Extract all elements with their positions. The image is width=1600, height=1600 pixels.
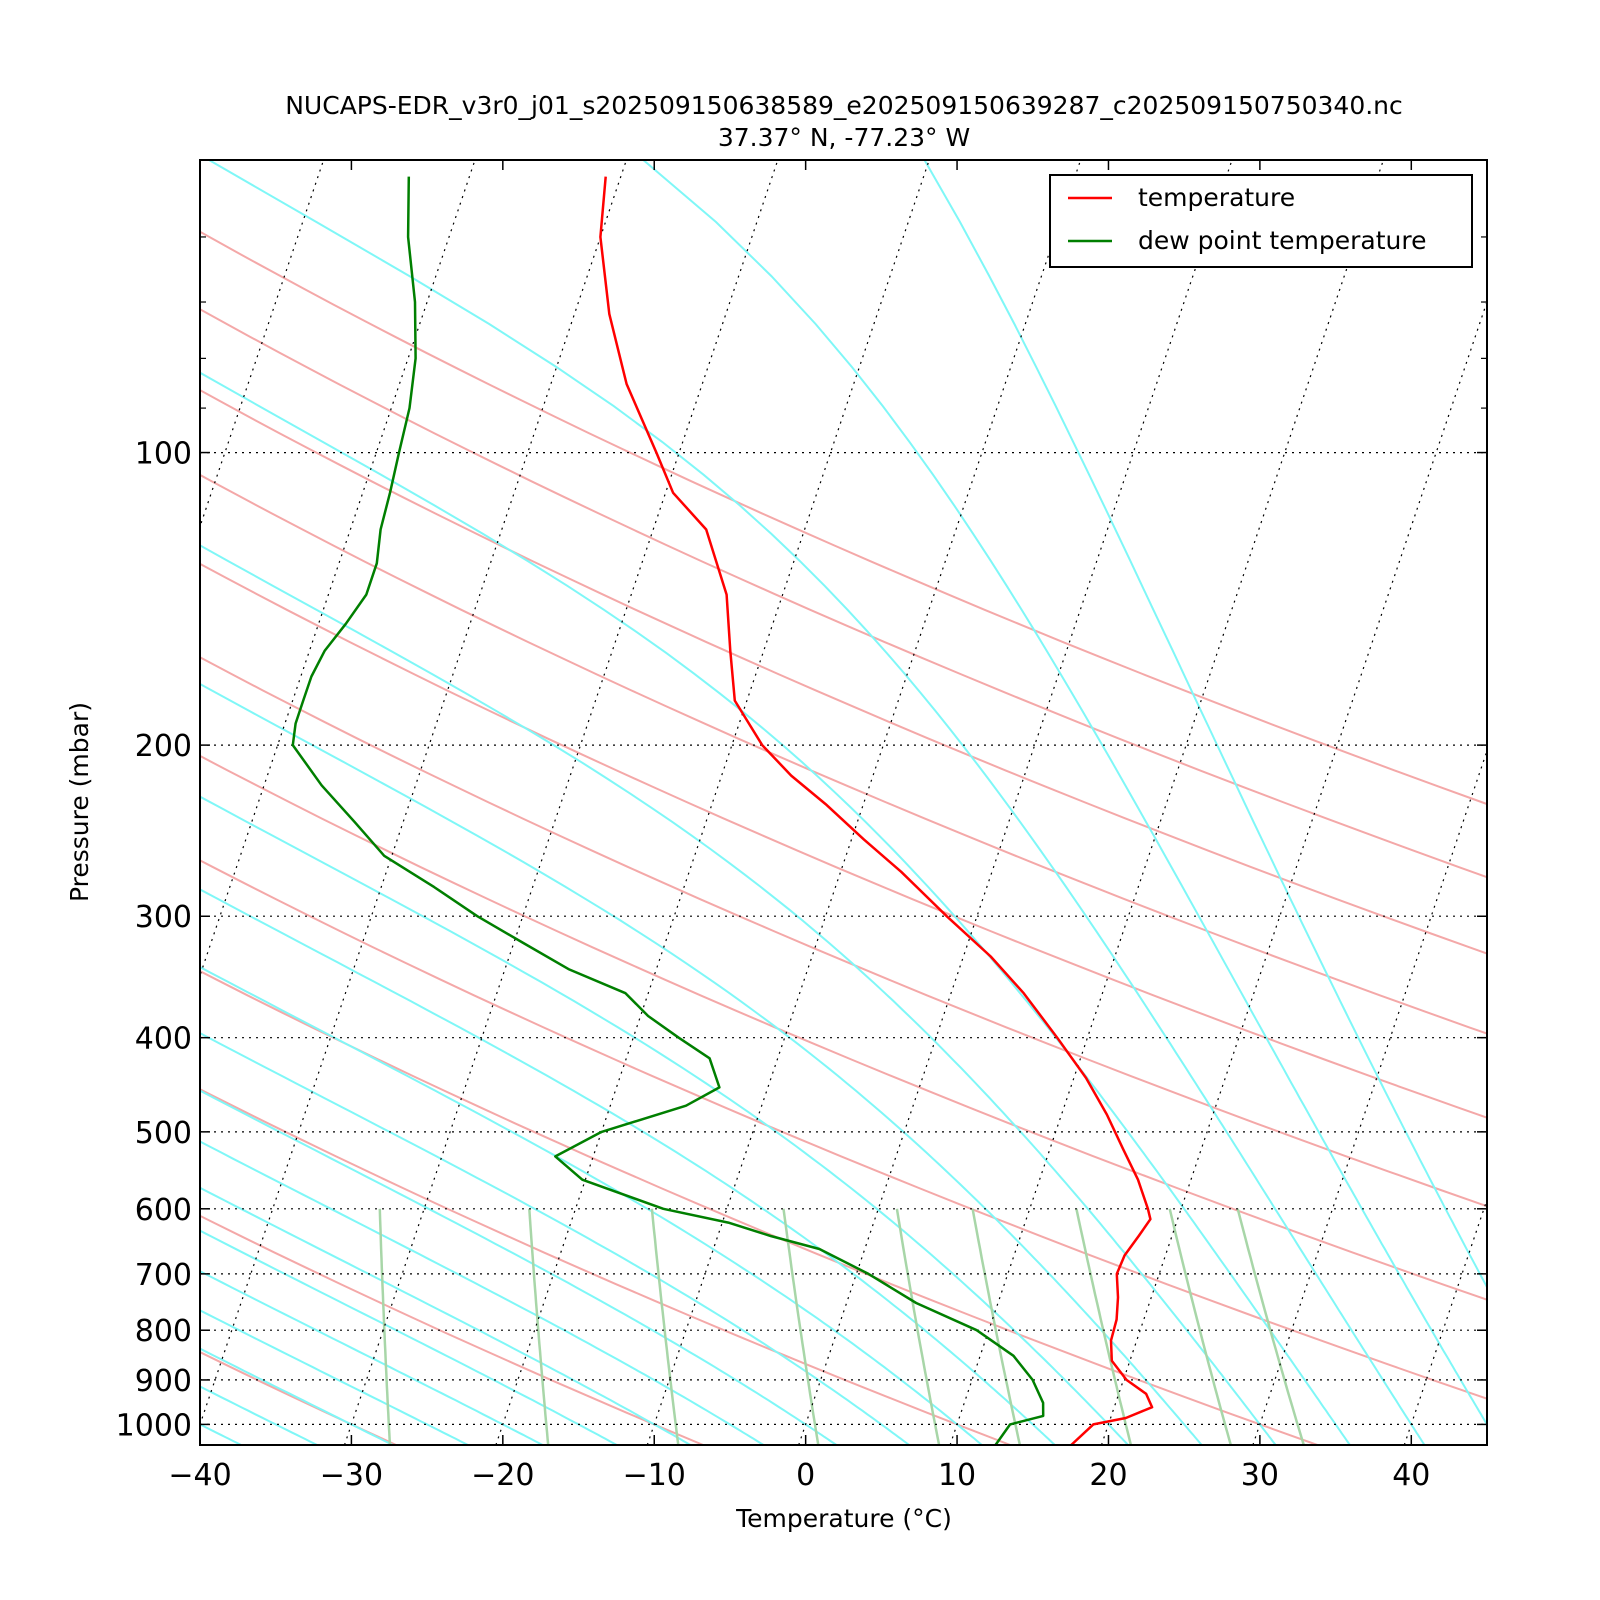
y-tick-label: 700 bbox=[135, 1258, 192, 1293]
y-axis-label: Pressure (mbar) bbox=[65, 702, 94, 902]
x-tick-label: 20 bbox=[1089, 1458, 1127, 1493]
x-tick-label: −10 bbox=[623, 1458, 686, 1493]
plot-area bbox=[200, 160, 1487, 1445]
x-tick-label: −40 bbox=[168, 1458, 231, 1493]
data-series bbox=[291, 176, 1154, 1445]
moist-adiabat-line bbox=[642, 160, 1487, 1427]
isotherm-line bbox=[0, 160, 21, 1445]
dry-adiabat-line bbox=[200, 859, 1487, 1400]
mixing-ratio-line bbox=[378, 1208, 392, 1445]
legend-box bbox=[1049, 174, 1473, 268]
x-tick-label: 30 bbox=[1241, 1458, 1279, 1493]
legend-label-temperature: temperature bbox=[1138, 183, 1295, 212]
mixing-ratio-line bbox=[1236, 1208, 1305, 1445]
moist-adiabat-line bbox=[200, 1140, 765, 1445]
x-axis-label: Temperature (°C) bbox=[735, 1504, 952, 1533]
dry-adiabat-line bbox=[200, 562, 1487, 1119]
dry-adiabat-line bbox=[200, 1214, 704, 1445]
mixing-ratio-line bbox=[1168, 1208, 1233, 1445]
moist-adiabat-line bbox=[923, 160, 1487, 1290]
y-tick-label: 300 bbox=[135, 900, 192, 935]
x-tick-label: −20 bbox=[471, 1458, 534, 1493]
x-tick-label: 40 bbox=[1392, 1458, 1430, 1493]
mixing-ratio-line bbox=[895, 1208, 941, 1445]
moist-adiabat-line bbox=[200, 795, 1129, 1445]
moist-adiabat-line bbox=[200, 1032, 910, 1445]
y-tick-label: 900 bbox=[135, 1364, 192, 1399]
mixing-ratio-line bbox=[782, 1208, 820, 1445]
dry-adiabat-line bbox=[200, 389, 1487, 955]
dry-adiabat-line bbox=[200, 230, 1487, 806]
plot-frame bbox=[199, 159, 1488, 1446]
isotherm-line bbox=[1556, 160, 1600, 1445]
moist-adiabat-line bbox=[200, 1270, 544, 1445]
y-tick-label: 100 bbox=[135, 437, 192, 472]
y-tick-label: 200 bbox=[135, 729, 192, 764]
moist-adiabat-line bbox=[200, 371, 1351, 1445]
mixing-ratio-line bbox=[528, 1208, 550, 1445]
y-tick-label: 1000 bbox=[116, 1408, 192, 1443]
chart-title: NUCAPS-EDR_v3r0_j01_s202509150638589_e20… bbox=[285, 91, 1403, 120]
x-tick-label: 0 bbox=[796, 1458, 815, 1493]
moist-adiabat-line bbox=[200, 888, 1056, 1445]
moist-adiabat-line bbox=[200, 1089, 838, 1445]
y-tick-label: 800 bbox=[135, 1314, 192, 1349]
mixing-ratio-line bbox=[650, 1208, 680, 1445]
legend: temperature dew point temperature bbox=[1049, 174, 1473, 268]
moist-adiabat-line bbox=[200, 1309, 469, 1445]
dry-adiabat-line bbox=[200, 656, 1487, 1208]
moist-adiabat-line bbox=[200, 544, 1277, 1445]
moist-adiabat-line bbox=[208, 160, 1426, 1445]
dewpoint-line bbox=[291, 176, 1045, 1445]
x-tick-label: −30 bbox=[320, 1458, 383, 1493]
grid-lines bbox=[0, 160, 1600, 1445]
mixing-ratio-line bbox=[971, 1208, 1022, 1445]
dry-adiabat-line bbox=[200, 473, 1487, 1035]
y-tick-label: 500 bbox=[135, 1116, 192, 1151]
dry-adiabat-line bbox=[200, 754, 1487, 1301]
dry-adiabat-line bbox=[200, 1088, 1011, 1445]
temperature-line bbox=[599, 176, 1154, 1445]
chart-subtitle: 37.37° N, -77.23° W bbox=[718, 123, 970, 152]
mixing-ratio-line bbox=[1075, 1208, 1133, 1445]
y-tick-label: 400 bbox=[135, 1022, 192, 1057]
legend-label-dewpoint: dew point temperature bbox=[1138, 226, 1427, 255]
x-tick-label: 10 bbox=[938, 1458, 976, 1493]
moist-adiabat-line bbox=[200, 965, 983, 1445]
axis-ticks: −40 −30 −20 −10 0 10 20 30 40 100 200 300 400 500 600 7… bbox=[116, 160, 1487, 1493]
y-tick-label: 600 bbox=[135, 1193, 192, 1228]
dry-adiabat-line bbox=[200, 308, 1487, 879]
moist-adiabat-line bbox=[200, 1186, 691, 1445]
moist-adiabat-line bbox=[200, 682, 1203, 1445]
dry-adiabat-line bbox=[200, 969, 1318, 1445]
moist-adiabat-line bbox=[200, 1347, 394, 1445]
background-lines bbox=[200, 160, 1487, 1445]
moist-adiabat-line bbox=[200, 1229, 618, 1445]
